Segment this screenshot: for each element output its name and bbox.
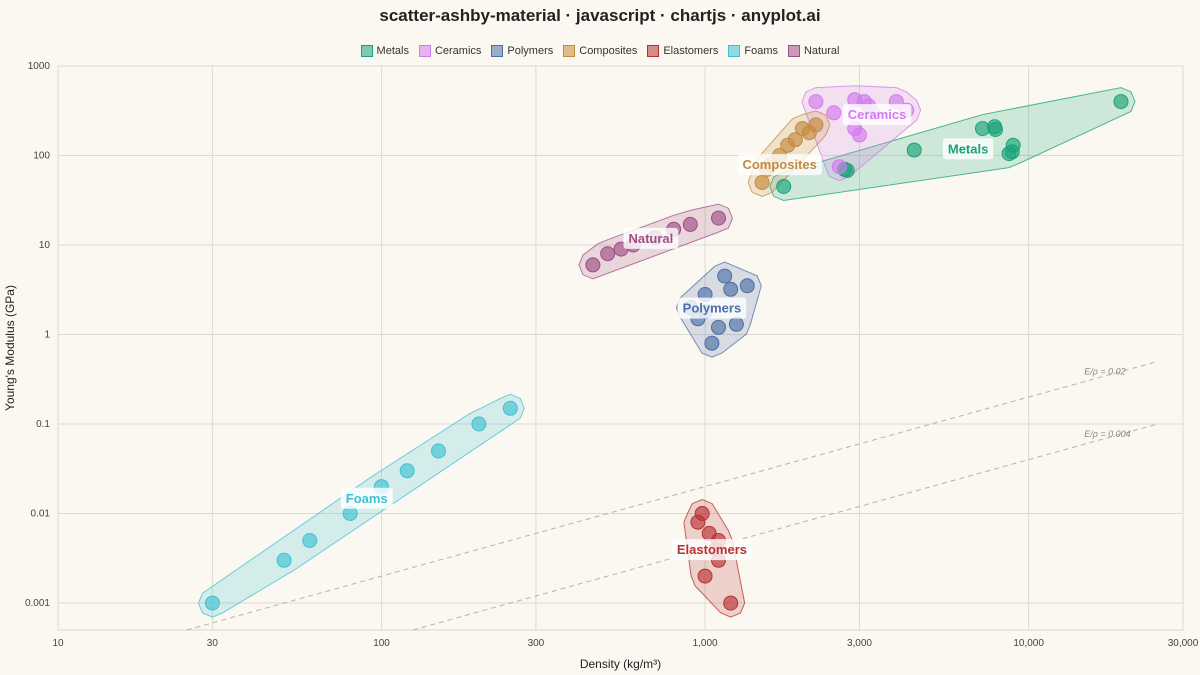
natural-point[interactable]	[585, 257, 601, 273]
legend-label: Natural	[803, 45, 840, 57]
x-tick-label: 3,000	[847, 638, 872, 649]
natural-label: Natural	[628, 231, 673, 246]
legend: Metals Ceramics Polymers Composites Elastome…	[0, 45, 1200, 57]
x-tick-label: 10	[52, 638, 64, 649]
composites-point[interactable]	[808, 117, 824, 133]
metals-point[interactable]	[1005, 137, 1021, 153]
legend-swatch	[418, 45, 431, 57]
elastomers-point[interactable]	[723, 595, 739, 611]
y-tick-label: 0.001	[25, 598, 50, 609]
reference-line-label: E/ρ = 0.02	[1084, 366, 1125, 376]
natural-label-bg	[623, 227, 679, 249]
tick-labels: 10 30 100 300 1,000 3,000 10,000 30,000 0.001 0.0…	[25, 61, 1199, 649]
y-axis-label: Young's Modulus (GPa)	[3, 285, 17, 411]
polymers-point[interactable]	[704, 335, 720, 351]
chart-title: scatter-ashby-material · javascript · ch…	[379, 6, 821, 25]
metals-point[interactable]	[988, 122, 1003, 137]
foams-point[interactable]	[471, 416, 487, 432]
composites-point[interactable]	[787, 132, 803, 148]
x-tick-label: 30	[207, 638, 219, 649]
legend-swatch	[647, 45, 660, 57]
metals-point[interactable]	[776, 179, 792, 194]
legend-swatch	[360, 45, 373, 57]
legend-item-foams[interactable]: Foams	[728, 45, 778, 57]
foams-point[interactable]	[431, 443, 446, 459]
ceramics-point[interactable]	[826, 105, 842, 121]
composites-point[interactable]	[754, 175, 770, 190]
polymers-label-bg	[677, 297, 747, 319]
x-tick-label: 300	[528, 638, 545, 649]
elastomers-point[interactable]	[694, 506, 710, 521]
y-tick-label: 1	[44, 330, 50, 341]
foams-point[interactable]	[276, 552, 292, 568]
y-tick-label: 1000	[28, 61, 51, 72]
legend-label: Composites	[579, 45, 638, 57]
legend-item-ceramics[interactable]: Ceramics	[418, 45, 482, 57]
legend-label: Foams	[744, 45, 778, 57]
legend-label: Polymers	[507, 45, 554, 57]
legend-item-natural[interactable]: Natural	[787, 45, 840, 57]
ceramics-point[interactable]	[808, 94, 824, 110]
ceramics-point[interactable]	[831, 159, 847, 175]
x-tick-label: 10,000	[1013, 638, 1044, 649]
reference-lines: E/ρ = 0.02 E/ρ = 0.004	[186, 360, 1158, 631]
polymers-point[interactable]	[717, 268, 733, 284]
ceramics-label-bg	[842, 104, 912, 126]
foams-point[interactable]	[399, 463, 415, 479]
ceramics-label: Ceramics	[848, 107, 907, 122]
reference-line-label: E/ρ = 0.004	[1084, 429, 1130, 439]
legend-swatch	[563, 45, 576, 57]
elastomers-point[interactable]	[697, 568, 713, 584]
y-tick-label: 0.01	[31, 509, 51, 520]
legend-swatch	[728, 45, 741, 57]
natural-point[interactable]	[711, 210, 726, 226]
legend-label: Metals	[376, 45, 409, 57]
y-tick-label: 0.1	[36, 419, 50, 430]
metals-point[interactable]	[906, 142, 922, 158]
metals-label: Metals	[948, 141, 988, 156]
foams-point[interactable]	[302, 533, 318, 548]
composites-label-bg	[737, 154, 822, 176]
x-axis-label: Density (kg/m³)	[580, 657, 661, 671]
polymers-point[interactable]	[711, 319, 726, 335]
y-tick-label: 100	[33, 151, 50, 162]
elastomers-label: Elastomers	[677, 542, 747, 557]
foams-point[interactable]	[502, 400, 518, 416]
x-tick-label: 30,000	[1168, 638, 1199, 649]
polymers-point[interactable]	[723, 281, 739, 297]
legend-item-elastomers[interactable]: Elastomers	[647, 45, 718, 57]
foams-label: Foams	[346, 491, 388, 506]
elastomers-label-bg	[671, 539, 752, 561]
natural-point[interactable]	[682, 216, 698, 232]
legend-label: Ceramics	[434, 45, 482, 57]
foams-point[interactable]	[204, 595, 220, 611]
grid	[57, 65, 1184, 631]
legend-item-metals[interactable]: Metals	[360, 45, 409, 57]
metals-point[interactable]	[1113, 94, 1129, 110]
polymers-point[interactable]	[728, 316, 744, 332]
polymers-label: Polymers	[683, 301, 742, 316]
reference-line	[412, 423, 1158, 631]
legend-item-composites[interactable]: Composites	[563, 45, 637, 57]
natural-point[interactable]	[600, 246, 616, 262]
foams-label-bg	[340, 487, 393, 509]
legend-swatch	[491, 45, 504, 57]
family-labels: Metals Ceramics Polymers Composites Elastome…	[340, 104, 994, 561]
legend-item-polymers[interactable]: Polymers	[491, 45, 553, 57]
composites-label: Composites	[742, 157, 816, 172]
y-tick-label: 10	[39, 240, 51, 251]
x-tick-label: 100	[373, 638, 390, 649]
family-envelopes	[197, 85, 1136, 618]
legend-swatch	[787, 45, 800, 57]
polymers-point[interactable]	[739, 278, 755, 294]
reference-line	[186, 360, 1158, 631]
legend-label: Elastomers	[663, 45, 719, 57]
x-tick-label: 1,000	[693, 638, 718, 649]
metals-label-bg	[942, 138, 994, 160]
